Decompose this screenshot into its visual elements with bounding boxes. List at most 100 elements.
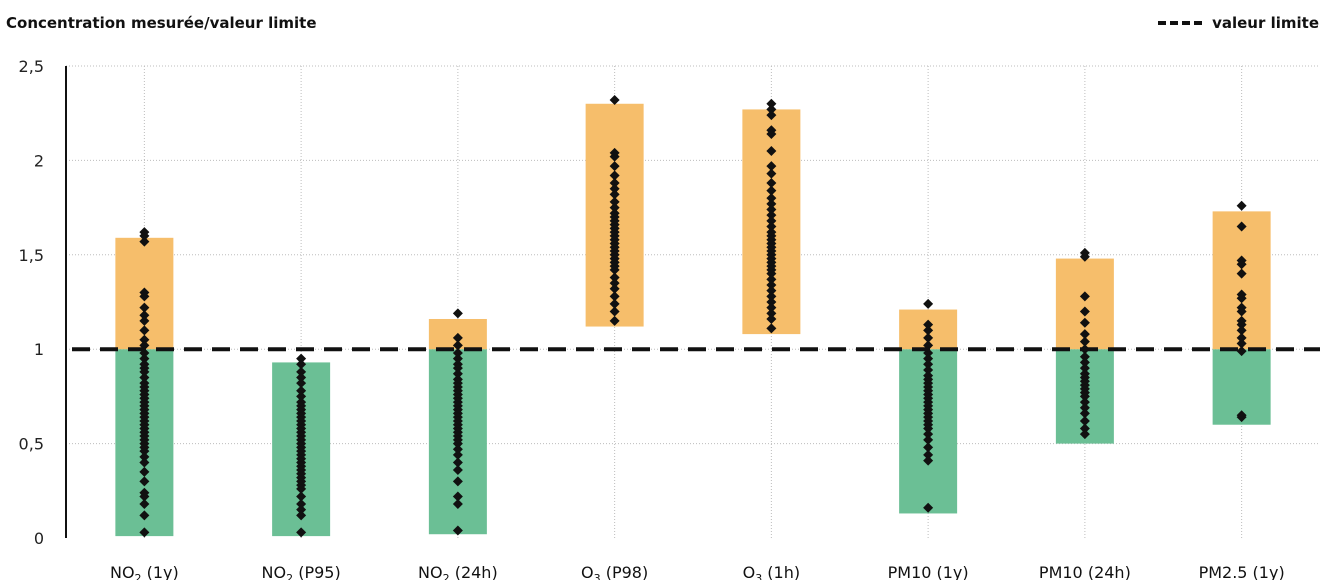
data-point [139,491,150,502]
data-point [1236,259,1247,270]
legend: valeur limite [1158,14,1319,32]
data-point [452,491,463,502]
data-point [923,449,934,460]
data-point [766,193,777,204]
data-point [766,168,777,179]
data-point [609,306,620,317]
data-point [1079,423,1090,434]
data-point [1079,415,1090,426]
x-tick-label: PM10 (24h) [1039,563,1131,580]
data-point [609,196,620,207]
data-point [1236,325,1247,336]
x-tick-label: NO2 (P95) [262,563,341,580]
data-point [923,502,934,513]
data-point [1236,268,1247,279]
x-tick-label: NO2 (24h) [418,563,498,580]
data-point [766,178,777,189]
data-point [766,145,777,156]
data-point [452,525,463,536]
x-tick-label: NO2 (1y) [110,563,179,580]
data-point [923,319,934,330]
data-point [766,98,777,109]
x-tick-label: PM10 (1y) [888,563,969,580]
data-point [766,313,777,324]
data-point [139,451,150,462]
data-point [452,308,463,319]
data-point [452,347,463,358]
data-point [766,274,777,285]
data-point [923,364,934,375]
data-point [452,465,463,476]
data-point [296,499,307,510]
data-point [609,170,620,181]
data-point [766,204,777,215]
y-tick-label: 0,5 [19,435,44,454]
data-point [923,353,934,364]
data-point [1079,291,1090,302]
data-point [923,332,934,343]
data-point [609,178,620,189]
data-point [766,297,777,307]
data-point [1236,332,1247,343]
y-tick-label: 1,5 [19,246,44,265]
data-point [139,527,150,538]
data-point [296,483,307,494]
data-point [296,353,307,364]
data-point [923,298,934,309]
data-point [296,359,307,370]
data-point [1236,293,1247,304]
data-point [1236,412,1247,423]
data-point [923,359,934,370]
data-point [1079,357,1090,368]
data-point [609,161,620,172]
data-point [1236,319,1247,330]
data-point [766,110,777,121]
y-tick-label: 1 [34,340,44,359]
data-point [766,215,777,226]
data-point [296,391,307,402]
data-point [139,291,150,302]
data-point [766,302,777,313]
data-point [139,372,150,383]
data-point [296,504,307,515]
data-point [923,429,934,440]
data-point [766,128,777,139]
x-tick-label: O3 (1h) [743,563,800,580]
data-point [1079,351,1090,362]
data-point [609,272,620,283]
data-point [139,499,150,510]
data-point [609,315,620,326]
data-point [1236,338,1247,349]
data-point [296,527,307,538]
data-point [923,442,934,453]
data-point [452,449,463,460]
x-tick-label: PM2.5 (1y) [1199,563,1285,580]
data-point [452,499,463,510]
data-point [923,455,934,466]
data-point [139,476,150,487]
data-point [609,283,620,294]
data-point [609,264,620,275]
x-ticks: NO2 (1y) NO2 (P95) NO2 (24h) O3 (P98) O3 (1h… [110,563,1285,580]
data-point [766,104,777,115]
data-point [452,444,463,455]
data-point [452,457,463,468]
data-point [766,291,777,302]
data-point [1079,251,1090,262]
data-point [139,302,150,313]
data-point [609,291,620,302]
data-point [609,94,620,105]
data-point [923,423,934,434]
data-point [609,298,620,309]
data-point [766,280,777,291]
y-tick-label: 2,5 [19,57,44,76]
data-point [766,161,777,172]
data-point [452,476,463,487]
data-point [1236,306,1247,317]
data-point [139,510,150,521]
data-point [766,268,777,279]
data-point [452,332,463,343]
data-point [609,278,620,289]
data-point [766,221,777,232]
